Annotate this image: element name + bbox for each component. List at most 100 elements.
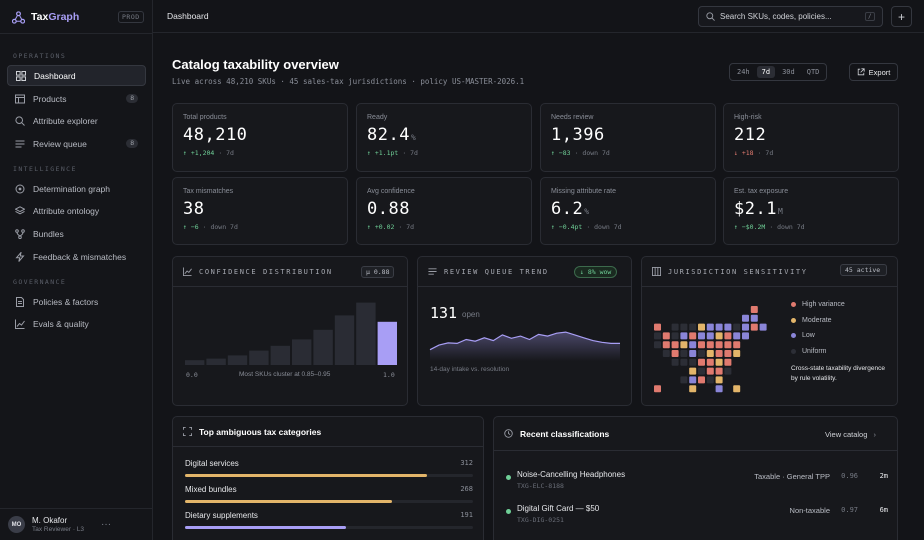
range-option-7d[interactable]: 7d xyxy=(756,66,776,78)
kpi-card[interactable]: High-risk 212 ↓ +18 · 7d xyxy=(723,103,899,172)
jurisdiction-cell[interactable] xyxy=(742,323,749,331)
jurisdiction-cell[interactable] xyxy=(706,332,714,340)
jurisdiction-cell[interactable] xyxy=(671,332,679,340)
sidebar-item-determination-graph[interactable]: Determination graph xyxy=(7,178,146,199)
jurisdiction-cell[interactable] xyxy=(715,385,723,393)
jurisdiction-cell[interactable] xyxy=(706,350,714,357)
jurisdiction-cell[interactable] xyxy=(724,341,732,349)
jurisdiction-cell[interactable] xyxy=(715,323,723,331)
search-box[interactable]: / xyxy=(698,6,883,27)
jurisdiction-cell[interactable] xyxy=(750,306,758,313)
jurisdiction-cell[interactable] xyxy=(715,341,723,349)
jurisdiction-cell[interactable] xyxy=(689,358,697,366)
kpi-card[interactable]: Total products 48,210 ↑ +1,204 · 7d xyxy=(172,103,348,172)
jurisdiction-cell[interactable] xyxy=(733,350,741,357)
jurisdiction-cell[interactable] xyxy=(724,350,732,357)
jurisdiction-cell[interactable] xyxy=(654,323,661,331)
jurisdiction-cell[interactable] xyxy=(689,332,697,340)
user-profile[interactable]: MO M. Okafor Tax Reviewer · L3 ··· xyxy=(0,508,153,540)
jurisdiction-cell[interactable] xyxy=(724,358,732,366)
jurisdiction-cell[interactable] xyxy=(671,358,679,366)
sidebar-item-feedback[interactable]: Feedback & mismatches xyxy=(7,246,146,267)
category-row[interactable]: Dietary supplements 191 xyxy=(185,511,473,531)
kpi-card[interactable]: Missing attribute rate 6.2% ↑ −0.4pt · down… xyxy=(540,177,716,245)
jurisdiction-cell[interactable] xyxy=(671,341,679,349)
sidebar-item-review-queue[interactable]: Review queue 8 xyxy=(7,133,146,154)
view-catalog-link[interactable]: View catalog › xyxy=(825,430,876,439)
jurisdiction-cell[interactable] xyxy=(680,376,688,384)
brand[interactable]: TaxGraph xyxy=(12,9,79,25)
jurisdiction-cell[interactable] xyxy=(698,341,705,349)
search-input[interactable] xyxy=(720,12,860,21)
range-option-24h[interactable]: 24h xyxy=(737,68,750,76)
jurisdiction-cell[interactable] xyxy=(715,350,723,357)
jurisdiction-cell[interactable] xyxy=(689,367,697,375)
sidebar-item-bundles[interactable]: Bundles xyxy=(7,223,146,244)
jurisdiction-cell[interactable] xyxy=(733,323,741,331)
jurisdiction-cell[interactable] xyxy=(733,385,741,393)
jurisdiction-cell[interactable] xyxy=(689,385,697,393)
jurisdiction-cell[interactable] xyxy=(680,332,688,340)
jurisdiction-cell[interactable] xyxy=(654,332,661,340)
kpi-card[interactable]: Est. tax exposure $2.1M ↑ −$0.2M · down 7d xyxy=(723,177,899,245)
kpi-card[interactable]: Ready 82.4% ↑ +1.1pt · 7d xyxy=(356,103,532,172)
jurisdiction-cell[interactable] xyxy=(689,350,697,357)
jurisdiction-cell[interactable] xyxy=(680,323,688,331)
jurisdiction-cell[interactable] xyxy=(706,367,714,375)
jurisdiction-cell[interactable] xyxy=(698,350,705,357)
jurisdiction-cell[interactable] xyxy=(715,358,723,366)
sidebar-item-evals[interactable]: Evals & quality xyxy=(7,313,146,334)
range-option-30d[interactable]: 30d xyxy=(782,68,795,76)
jurisdiction-cell[interactable] xyxy=(706,323,714,331)
jurisdiction-cell[interactable] xyxy=(750,323,758,331)
jurisdiction-cell[interactable] xyxy=(706,341,714,349)
jurisdiction-cell[interactable] xyxy=(662,350,670,357)
jurisdiction-cell[interactable] xyxy=(724,323,732,331)
breadcrumb[interactable]: Dashboard xyxy=(167,11,209,21)
jurisdiction-cell[interactable] xyxy=(724,367,732,375)
jurisdiction-cell[interactable] xyxy=(698,358,705,366)
jurisdiction-cell[interactable] xyxy=(680,358,688,366)
kpi-card[interactable]: Avg confidence 0.88 ↑ +0.02 · 7d xyxy=(356,177,532,245)
jurisdiction-cell[interactable] xyxy=(662,341,670,349)
jurisdiction-cell[interactable] xyxy=(698,323,705,331)
kpi-card[interactable]: Tax mismatches 38 ↑ −6 · down 7d xyxy=(172,177,348,245)
jurisdiction-cell[interactable] xyxy=(759,323,767,331)
jurisdiction-cell[interactable] xyxy=(750,314,758,322)
jurisdiction-cell[interactable] xyxy=(689,341,697,349)
jurisdiction-cell[interactable] xyxy=(724,332,732,340)
sidebar-item-attribute-explorer[interactable]: Attribute explorer xyxy=(7,110,146,131)
jurisdiction-cell[interactable] xyxy=(671,350,679,357)
jurisdiction-cell[interactable] xyxy=(689,376,697,384)
jurisdiction-cell[interactable] xyxy=(689,323,697,331)
sidebar-item-policies[interactable]: Policies & factors xyxy=(7,291,146,312)
jurisdiction-cell[interactable] xyxy=(742,332,749,340)
jurisdiction-cell[interactable] xyxy=(680,341,688,349)
classification-row[interactable]: Digital Gift Card — $50 TXG-DIG-0251 Non-t… xyxy=(506,504,888,532)
sidebar-item-products[interactable]: Products 8 xyxy=(7,88,146,109)
jurisdiction-cell[interactable] xyxy=(715,367,723,375)
range-option-qtd[interactable]: QTD xyxy=(806,68,820,76)
jurisdiction-cell[interactable] xyxy=(680,350,688,357)
category-row[interactable]: Mixed bundles 268 xyxy=(185,485,473,505)
jurisdiction-cell[interactable] xyxy=(698,367,705,375)
export-button[interactable]: Export xyxy=(849,63,898,81)
classification-row[interactable]: Noise-Cancelling Headphones TXG-ELC-8188 T… xyxy=(506,470,888,498)
jurisdiction-cell[interactable] xyxy=(654,341,661,349)
jurisdiction-cell[interactable] xyxy=(698,332,705,340)
jurisdiction-cell[interactable] xyxy=(715,332,723,340)
more-icon[interactable]: ··· xyxy=(101,519,112,530)
jurisdiction-cell[interactable] xyxy=(733,332,741,340)
category-row[interactable]: Digital services 312 xyxy=(185,459,473,479)
jurisdiction-cell[interactable] xyxy=(662,332,670,340)
sidebar-item-attribute-ontology[interactable]: Attribute ontology xyxy=(7,200,146,221)
jurisdiction-cell[interactable] xyxy=(706,358,714,366)
jurisdiction-cell[interactable] xyxy=(733,341,741,349)
jurisdiction-cell[interactable] xyxy=(715,376,723,384)
jurisdiction-cell[interactable] xyxy=(698,376,705,384)
sidebar-item-dashboard[interactable]: Dashboard xyxy=(7,65,146,86)
jurisdiction-cell[interactable] xyxy=(706,376,714,384)
add-button[interactable]: + xyxy=(891,6,912,27)
jurisdiction-cell[interactable] xyxy=(742,314,749,322)
jurisdiction-cell[interactable] xyxy=(671,323,679,331)
